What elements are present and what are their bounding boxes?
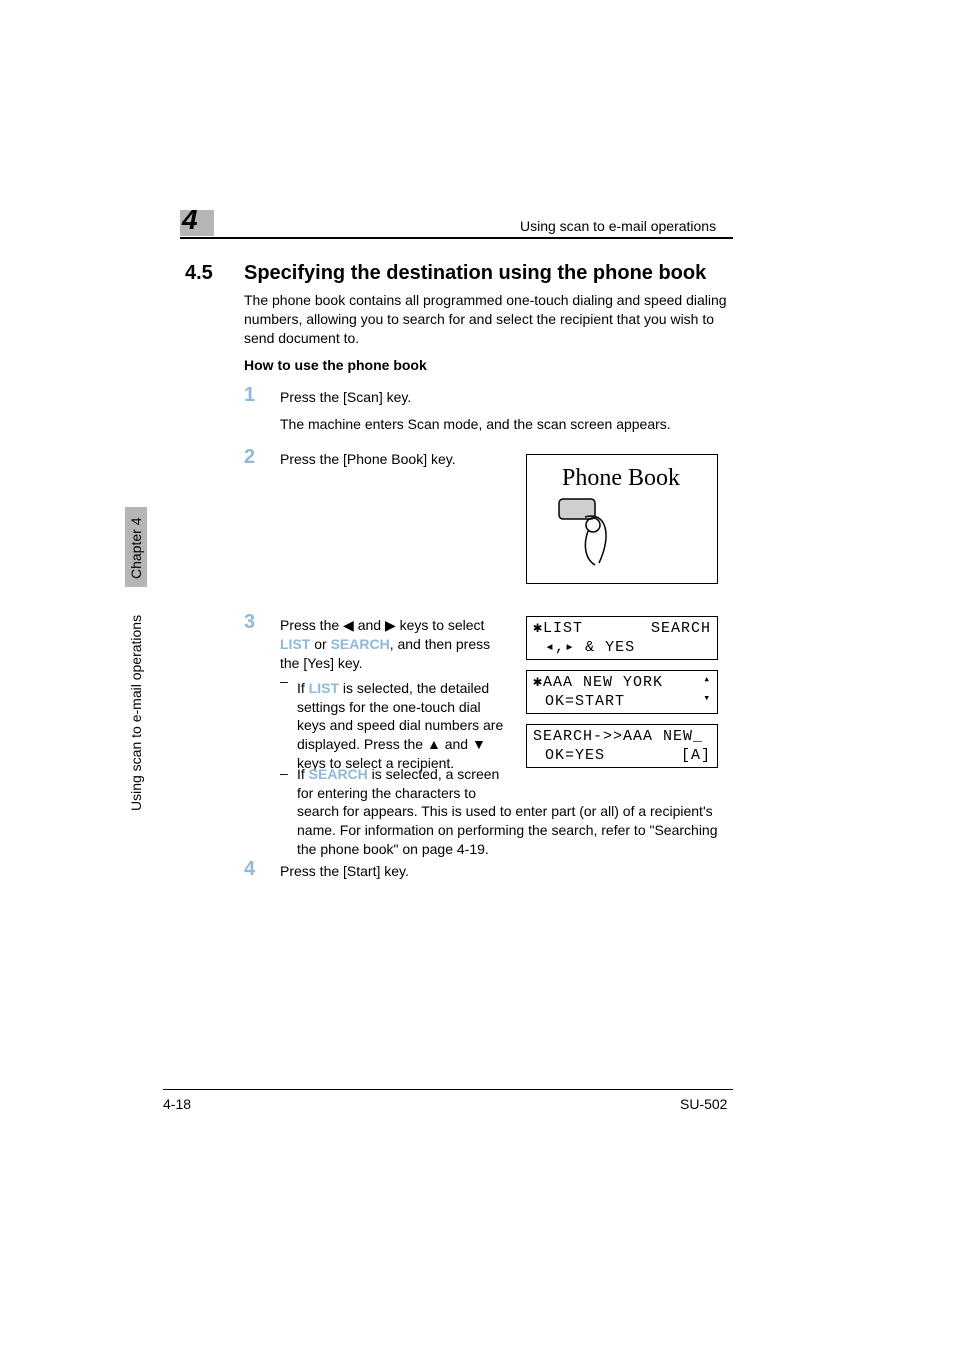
down-arrow-icon: ▼ [472, 736, 486, 752]
step-1-text: Press the [Scan] key. [280, 389, 411, 405]
list-keyword: LIST [280, 636, 310, 652]
header-rule [180, 237, 733, 239]
step-3-number: 3 [244, 611, 255, 634]
section-intro: The phone book contains all programmed o… [244, 291, 734, 348]
chapter-number: 4 [182, 204, 198, 236]
left-arrow-icon: ◀ [343, 617, 354, 633]
right-arrow-icon: ▶ [385, 617, 396, 633]
step-3-bullet-2-wide: search for appears. This is used to ente… [297, 783, 727, 859]
step-3-lead-mid: and [354, 617, 385, 633]
bullet-dash-1: – [280, 673, 288, 689]
step-4-number: 4 [244, 858, 255, 881]
bullet-1-list-keyword: LIST [309, 680, 339, 696]
running-header-title: Using scan to e-mail operations [520, 218, 716, 234]
bullet-2-a: If [297, 766, 309, 782]
footer-page-number: 4-18 [163, 1096, 191, 1112]
lcd1-right: SEARCH [651, 620, 711, 639]
search-keyword: SEARCH [331, 636, 390, 652]
step-1-subtext: The machine enters Scan mode, and the sc… [280, 416, 671, 432]
lcd2-down-icon: ▾ [703, 693, 711, 712]
section-number: 4.5 [185, 262, 213, 285]
lcd1-left: ✱LIST [533, 620, 583, 639]
sidebar-chapter-label: Chapter 4 [128, 518, 144, 579]
howto-heading: How to use the phone book [244, 357, 427, 373]
footer-model: SU-502 [680, 1096, 727, 1112]
lcd3-line1: SEARCH->>AAA NEW_ [533, 728, 711, 747]
phone-book-key-icon [555, 493, 635, 573]
lcd-panel-3: SEARCH->>AAA NEW_ OK=YES [A] [526, 724, 718, 768]
bullet-2-wide-text: search for appears. This is used to ente… [297, 803, 718, 857]
step-2-text: Press the [Phone Book] key. [280, 451, 456, 467]
section-title: Specifying the destination using the pho… [244, 262, 706, 285]
step-4-text: Press the [Start] key. [280, 863, 409, 879]
step-3-lead-a: Press the [280, 617, 343, 633]
lcd3-tag: [A] [681, 747, 711, 766]
bullet-1-and: and [441, 736, 472, 752]
step-1-number: 1 [244, 384, 255, 407]
lcd3-line2: OK=YES [533, 747, 605, 766]
lcd-panel-1: ✱LIST SEARCH ◂,▸ & YES [526, 616, 718, 660]
bullet-dash-2: – [280, 765, 288, 781]
lcd-panel-2: ✱AAA NEW YORK ▴ OK=START ▾ [526, 670, 718, 714]
lcd1-line2: ◂,▸ & YES [533, 639, 711, 658]
up-arrow-icon: ▲ [427, 736, 441, 752]
step-2-number: 2 [244, 446, 255, 469]
step-3-lead-b: keys to select [396, 617, 485, 633]
bullet-1-a: If [297, 680, 309, 696]
phone-book-label: Phone Book [562, 465, 680, 492]
lcd2-up-icon: ▴ [703, 674, 711, 693]
bullet-2-search-keyword: SEARCH [309, 766, 368, 782]
lcd2-line1: ✱AAA NEW YORK [533, 674, 663, 693]
step-3-text: Press the ◀ and ▶ keys to select LIST or… [280, 616, 512, 773]
page: 4 Using scan to e-mail operations 4.5 Sp… [0, 0, 954, 1351]
footer-rule [163, 1089, 733, 1090]
sidebar-title: Using scan to e-mail operations [128, 615, 144, 811]
step-3-or: or [310, 636, 330, 652]
lcd2-line2: OK=START [533, 693, 625, 712]
